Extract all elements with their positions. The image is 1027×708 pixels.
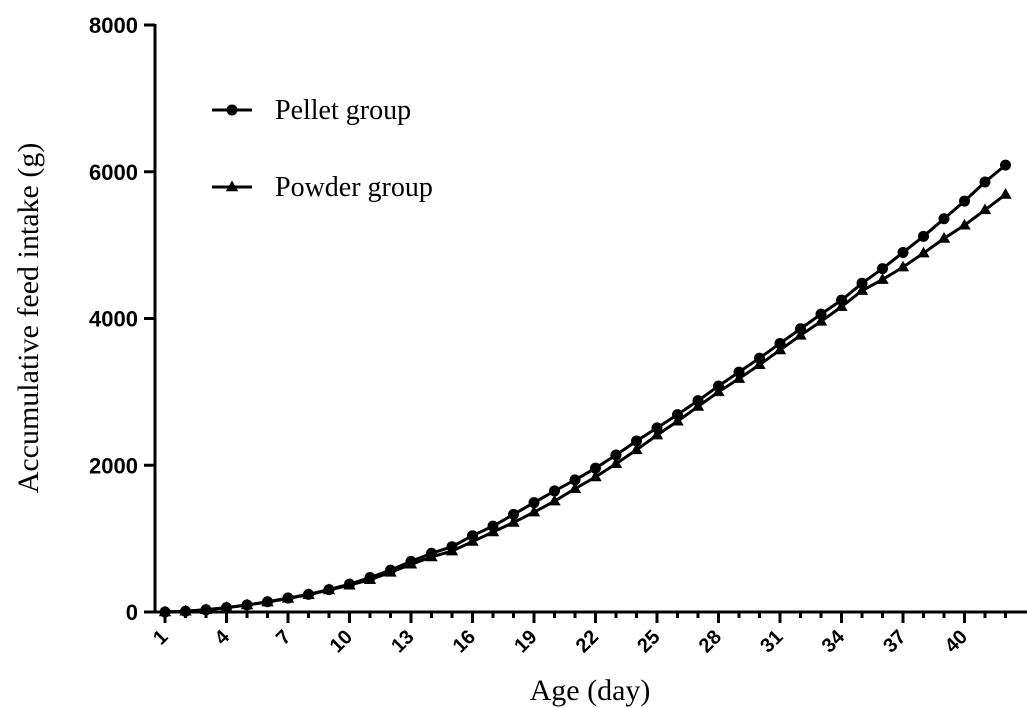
data-point	[487, 520, 499, 532]
data-point	[896, 260, 910, 272]
data-point	[364, 572, 376, 584]
data-point	[876, 273, 889, 284]
data-point	[897, 246, 909, 258]
series-line	[164, 193, 1007, 614]
data-point	[937, 232, 951, 243]
data-point	[385, 564, 396, 576]
legend: Pellet group Powder group	[212, 95, 433, 203]
data-point	[855, 284, 869, 295]
data-point	[958, 218, 971, 230]
data-point	[200, 604, 212, 616]
data-point	[651, 422, 663, 434]
x-tick-label: 16	[449, 626, 480, 657]
data-point	[978, 203, 992, 215]
x-tick-label: 25	[633, 626, 664, 657]
series-0	[159, 159, 1011, 618]
data-point	[959, 195, 970, 207]
data-point	[549, 485, 560, 497]
x-tick-label: 28	[695, 626, 726, 657]
y-ticks: 0 2000 4000 6000 8000	[89, 13, 155, 625]
data-point	[795, 323, 806, 335]
data-point	[610, 449, 622, 461]
series-line	[164, 163, 1007, 614]
data-point	[814, 314, 828, 326]
x-tick-label: 13	[387, 626, 418, 657]
legend-item-1: Powder group	[212, 172, 433, 203]
data-point	[672, 409, 683, 421]
data-point	[405, 555, 417, 567]
data-point	[733, 366, 745, 378]
data-point	[938, 213, 950, 225]
data-point	[877, 263, 888, 275]
x-tick-label: 22	[572, 626, 603, 657]
data-point	[467, 530, 478, 542]
data-point	[630, 443, 643, 455]
data-point	[527, 505, 541, 517]
legend-item-0: Pellet group	[212, 95, 411, 126]
data-point	[1000, 159, 1011, 171]
data-point	[159, 606, 171, 618]
data-point	[446, 541, 458, 553]
legend-label: Pellet group	[275, 95, 411, 126]
data-point	[917, 246, 930, 258]
data-point	[508, 508, 519, 520]
x-tick-label: 19	[510, 626, 541, 657]
x-tick-label: 37	[879, 626, 910, 657]
data-point	[180, 605, 191, 617]
series-group	[158, 159, 1012, 618]
y-tick-label: 4000	[89, 307, 138, 332]
legend-marker	[226, 104, 238, 116]
x-tick-label: 7	[272, 626, 295, 649]
x-tick-label: 1	[149, 626, 172, 649]
data-point	[528, 497, 540, 509]
x-tick-label: 40	[941, 626, 972, 657]
data-point	[815, 308, 827, 320]
y-tick-label: 0	[126, 600, 138, 625]
y-tick-label: 6000	[89, 160, 138, 185]
data-point	[918, 230, 929, 242]
y-axis-title: Accumulative feed intake (g)	[12, 143, 45, 494]
data-point	[507, 515, 520, 527]
data-point	[569, 474, 581, 486]
x-tick-label: 10	[326, 626, 357, 657]
series-1	[158, 187, 1012, 617]
x-ticks: 1 4 7 10 13 16 19 22 25 28 31 34 37 40	[149, 612, 1007, 657]
data-point	[631, 435, 642, 447]
data-point	[650, 428, 664, 440]
data-point	[323, 584, 335, 596]
x-tick-label: 4	[211, 625, 235, 649]
data-point	[426, 547, 437, 559]
data-point	[754, 352, 765, 364]
data-point	[774, 337, 786, 349]
x-tick-label: 34	[818, 625, 850, 657]
data-point	[241, 599, 253, 611]
data-point	[221, 602, 232, 614]
y-tick-label: 2000	[89, 453, 138, 478]
data-point	[262, 596, 273, 608]
data-point	[836, 294, 847, 306]
legend-marker	[225, 180, 239, 192]
y-tick-label: 8000	[89, 13, 138, 38]
data-point	[999, 187, 1012, 199]
data-point	[713, 380, 724, 392]
data-point	[979, 176, 991, 188]
x-axis-title: Age (day)	[530, 674, 651, 707]
data-point	[344, 578, 355, 590]
x-tick-label: 31	[756, 626, 787, 657]
data-point	[589, 470, 602, 482]
data-point	[548, 494, 561, 506]
data-point	[282, 592, 294, 604]
data-point	[609, 457, 623, 469]
legend-label: Powder group	[275, 172, 433, 203]
data-point	[303, 588, 314, 600]
data-point	[590, 462, 601, 474]
data-point	[856, 277, 868, 289]
data-point	[568, 482, 582, 493]
data-point	[692, 395, 704, 407]
